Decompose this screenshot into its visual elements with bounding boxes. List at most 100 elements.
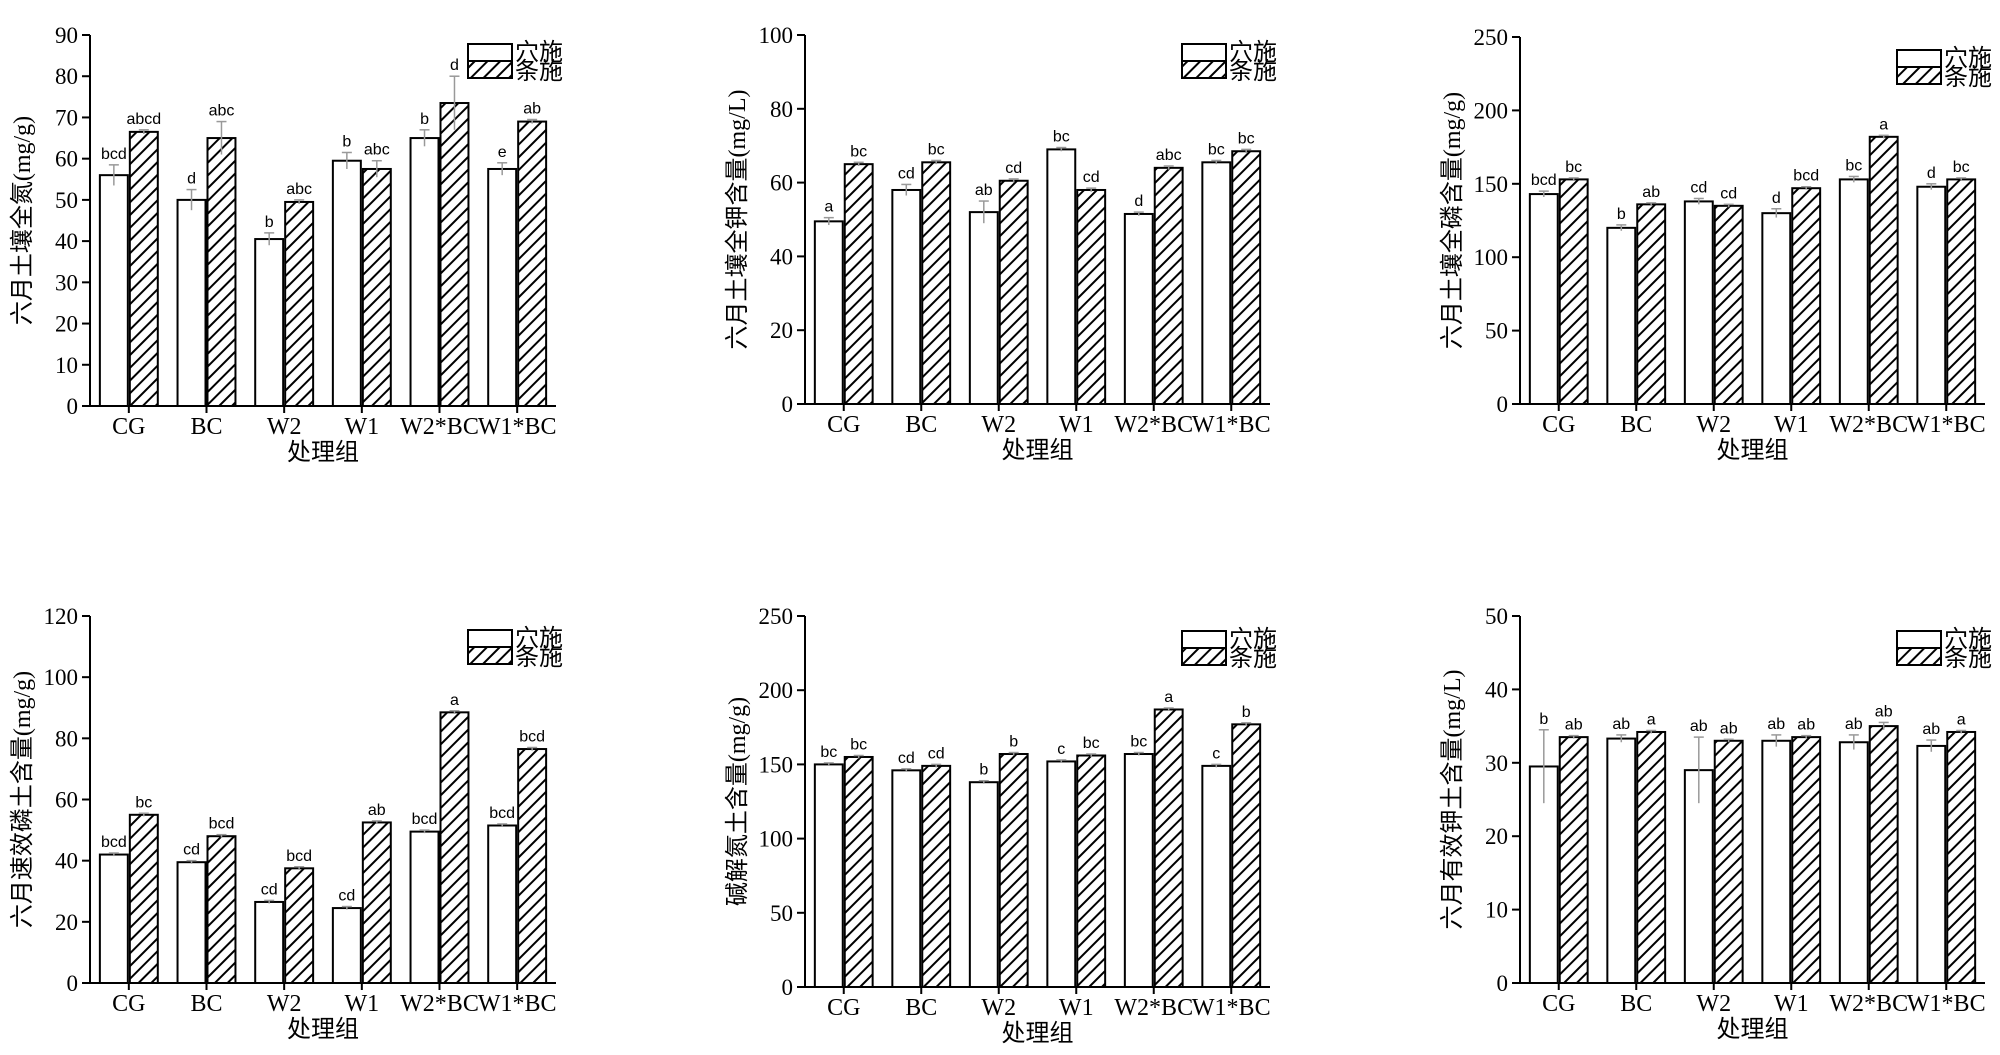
x-tick-label: W1*BC xyxy=(1907,991,1986,1017)
legend-label-tiaoshi: 条施 xyxy=(1229,645,1277,672)
bar-tiaoshi-w2xbc xyxy=(1868,135,1899,405)
bar-tiaoshi-cg xyxy=(843,755,874,988)
legend-label-tiaoshi: 条施 xyxy=(515,58,563,85)
significance-label: ab xyxy=(1565,717,1583,734)
y-tick-label: 80 xyxy=(55,64,78,89)
y-tick-label: 50 xyxy=(1485,319,1508,344)
significance-label: b xyxy=(1539,711,1548,728)
legend-label-xueshi: 穴施 xyxy=(515,625,563,652)
legend-label-tiaoshi: 条施 xyxy=(1944,645,1992,672)
significance-label: c xyxy=(1212,745,1220,762)
significance-label: bc xyxy=(1083,735,1100,752)
bar-xueshi-w1 xyxy=(1761,739,1792,985)
significance-label: bcd xyxy=(412,811,438,828)
significance-label: bc xyxy=(1953,159,1970,176)
significance-label: abcd xyxy=(126,111,161,128)
x-axis-title: 处理组 xyxy=(1717,1016,1789,1043)
bar-tiaoshi-cg xyxy=(1558,736,1589,984)
bar-xueshi-bc xyxy=(1606,226,1637,405)
bar-xueshi-w2 xyxy=(1683,200,1714,405)
legend-label-xueshi: 穴施 xyxy=(1944,45,1992,72)
legend-label-tiaoshi: 条施 xyxy=(1229,58,1277,85)
legend-swatch-tiaoshi xyxy=(1181,60,1227,79)
x-tick-label: W1 xyxy=(1059,412,1094,438)
legend-swatch-tiaoshi xyxy=(1181,647,1227,666)
significance-label: cd xyxy=(1720,185,1737,202)
x-tick-label: W2*BC xyxy=(1829,991,1908,1017)
x-tick-label: W1 xyxy=(1774,991,1809,1017)
bar-tiaoshi-bc xyxy=(1636,203,1667,405)
x-tick-label: W2 xyxy=(267,414,302,440)
bar-xueshi-bc xyxy=(176,861,207,985)
bar-xueshi-bc xyxy=(891,188,922,405)
bar-tiaoshi-cg xyxy=(128,130,159,407)
x-tick-label: W2*BC xyxy=(400,991,479,1017)
y-tick-label: 10 xyxy=(55,353,78,378)
significance-label: b xyxy=(265,214,274,231)
y-tick-label: 60 xyxy=(770,171,793,196)
x-tick-label: W2 xyxy=(981,995,1016,1021)
bar-tiaoshi-w1xbc xyxy=(1231,723,1262,988)
x-tick-label: BC xyxy=(190,414,222,440)
significance-label: bc xyxy=(1130,734,1147,751)
x-tick-label: W2*BC xyxy=(1114,412,1193,438)
legend-swatch-xueshi xyxy=(467,43,513,62)
significance-label: cd xyxy=(261,881,278,898)
y-tick-label: 40 xyxy=(55,229,78,254)
x-tick-label: BC xyxy=(1620,991,1652,1017)
x-tick-label: CG xyxy=(1542,991,1575,1017)
bar-tiaoshi-bc xyxy=(921,161,952,405)
y-tick-label: 20 xyxy=(55,910,78,935)
x-tick-label: W1 xyxy=(345,414,380,440)
y-tick-label: 200 xyxy=(1474,98,1509,123)
bar-tiaoshi-bc xyxy=(206,137,237,408)
bar-tiaoshi-w1 xyxy=(1791,187,1822,405)
y-tick-label: 30 xyxy=(1485,751,1508,776)
y-tick-label: 250 xyxy=(759,604,794,629)
bar-xueshi-w1xbc xyxy=(487,167,518,407)
significance-label: ab xyxy=(1720,720,1738,737)
x-tick-label: W2 xyxy=(267,991,302,1017)
significance-label: ab xyxy=(1690,718,1708,735)
bar-tiaoshi-bc xyxy=(921,764,952,988)
bar-tiaoshi-w1xbc xyxy=(1946,178,1977,405)
bar-xueshi-cg xyxy=(98,853,129,984)
significance-label: bcd xyxy=(286,848,312,865)
x-tick-label: W2*BC xyxy=(400,414,479,440)
significance-label: abc xyxy=(209,103,235,120)
y-tick-label: 10 xyxy=(1485,898,1508,923)
x-tick-label: W1*BC xyxy=(1192,412,1271,438)
significance-label: ab xyxy=(1797,717,1815,734)
y-tick-label: 150 xyxy=(1474,172,1509,197)
y-axis-title: 六月土壤全氮(mg/g) xyxy=(9,116,36,325)
significance-label: ab xyxy=(975,182,993,199)
significance-label: abc xyxy=(1156,147,1182,164)
significance-label: ab xyxy=(523,101,541,118)
significance-label: abc xyxy=(364,142,390,159)
x-tick-label: BC xyxy=(905,995,937,1021)
significance-label: a xyxy=(1957,712,1966,729)
x-axis-title: 处理组 xyxy=(287,1016,359,1043)
significance-label: a xyxy=(1164,689,1173,706)
x-tick-label: W1*BC xyxy=(478,991,557,1017)
significance-label: cd xyxy=(1690,179,1707,196)
significance-label: bc xyxy=(1845,157,1862,174)
bar-tiaoshi-cg xyxy=(128,813,159,985)
legend-swatch-xueshi xyxy=(467,629,513,648)
bar-xueshi-w1 xyxy=(331,159,362,407)
significance-label: bc xyxy=(928,141,945,158)
legend-swatch-tiaoshi xyxy=(1896,66,1942,85)
legend-label-tiaoshi: 条施 xyxy=(1944,64,1992,91)
significance-label: bc xyxy=(850,143,867,160)
significance-label: b xyxy=(420,111,429,128)
y-axis-title: 六月土壤全磷含量(mg/g) xyxy=(1439,92,1466,349)
significance-label: bcd xyxy=(101,834,127,851)
bar-xueshi-w2xbc xyxy=(1838,178,1869,405)
legend-label-xueshi: 穴施 xyxy=(1229,39,1277,66)
bar-tiaoshi-w2 xyxy=(1713,204,1744,405)
